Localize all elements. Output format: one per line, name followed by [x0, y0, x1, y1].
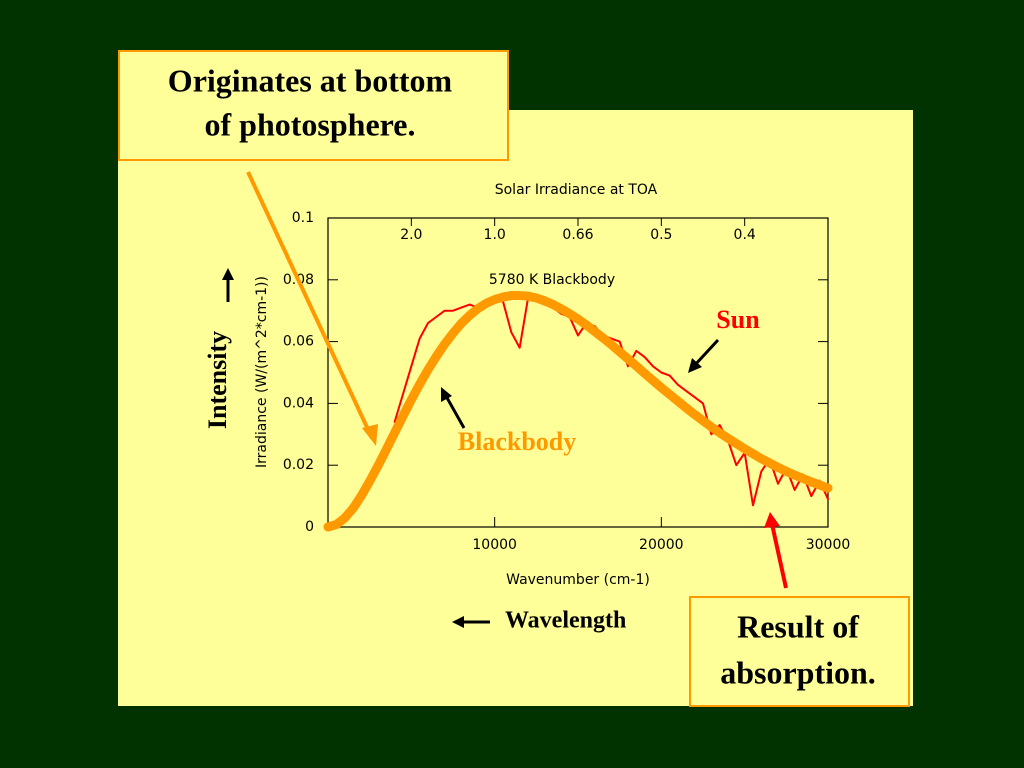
- arrow-head: [452, 616, 464, 628]
- x2-tick-label: 2.0: [400, 227, 422, 243]
- annotation-text: Originates at bottom: [168, 62, 453, 98]
- wavelength-label: Wavelength: [505, 608, 626, 634]
- y-tick-label: 0.04: [283, 395, 314, 411]
- annotation-text: absorption.: [720, 654, 876, 690]
- x-tick-label: 20000: [639, 537, 684, 553]
- legend-label: Sun: [716, 305, 760, 334]
- x2-tick-label: 0.66: [562, 227, 593, 243]
- arrow-head: [688, 358, 702, 373]
- x-axis-label: Wavenumber (cm-1): [506, 572, 650, 588]
- intensity-label: Intensity: [203, 331, 232, 429]
- arrow: [692, 338, 720, 368]
- x2-tick-label: 0.4: [734, 227, 756, 243]
- annotation-text: Result of: [737, 608, 859, 644]
- annotation-box: [118, 50, 509, 161]
- chart-title: Solar Irradiance at TOA: [495, 182, 658, 198]
- x2-tick-label: 0.5: [650, 227, 672, 243]
- plot-area: 00.020.040.060.080.11000020000300002.01.…: [283, 210, 850, 553]
- arrow: [444, 395, 466, 429]
- y-axis-label: Irradiance (W/(m^2*cm-1)): [254, 276, 270, 468]
- arrow-head: [441, 387, 452, 402]
- y-tick-label: 0.1: [292, 210, 314, 226]
- y-tick-label: 0: [305, 519, 314, 535]
- chart-subtitle: 5780 K Blackbody: [489, 272, 615, 288]
- x-tick-label: 30000: [806, 537, 851, 553]
- series-line: [393, 297, 829, 507]
- legend-label: Blackbody: [458, 427, 577, 456]
- series-line: [323, 291, 833, 532]
- arrow: [246, 171, 374, 439]
- arrow-head: [222, 268, 234, 280]
- y-tick-label: 0.02: [283, 457, 314, 473]
- x-tick-label: 10000: [472, 537, 517, 553]
- x2-tick-label: 1.0: [484, 227, 506, 243]
- annotation-text: of photosphere.: [205, 106, 416, 142]
- arrow-head: [362, 424, 378, 446]
- annotation-box: [689, 596, 910, 707]
- y-tick-label: 0.06: [283, 334, 314, 350]
- arrow: [770, 523, 788, 589]
- arrow-head: [764, 512, 780, 528]
